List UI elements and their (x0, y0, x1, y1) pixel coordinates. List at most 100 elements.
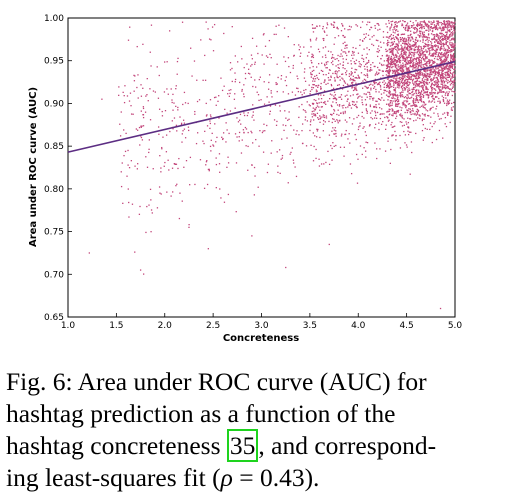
scatter-point (361, 99, 363, 101)
scatter-point (314, 80, 316, 82)
scatter-point (150, 65, 152, 67)
scatter-point (417, 53, 420, 56)
scatter-point (388, 48, 391, 50)
scatter-point (118, 86, 120, 88)
scatter-point (250, 54, 253, 56)
scatter-point (443, 35, 446, 37)
scatter-point (387, 137, 389, 139)
scatter-point (451, 64, 454, 66)
scatter-point (446, 41, 449, 43)
scatter-point (406, 43, 409, 46)
scatter-point (390, 93, 392, 96)
scatter-point (380, 123, 383, 125)
scatter-point (315, 39, 317, 41)
scatter-point (301, 129, 303, 132)
scatter-point (420, 59, 422, 62)
scatter-point (266, 96, 268, 98)
scatter-point (409, 45, 411, 48)
scatter-point (324, 64, 326, 67)
scatter-point (407, 39, 410, 41)
scatter-point (304, 80, 307, 82)
scatter-point (337, 109, 339, 111)
scatter-point (208, 168, 210, 171)
scatter-point (403, 52, 405, 54)
scatter-point (172, 128, 174, 130)
scatter-point (408, 60, 411, 62)
scatter-point (439, 39, 442, 42)
scatter-point (436, 49, 438, 51)
scatter-point (407, 67, 409, 69)
scatter-point (377, 66, 379, 69)
scatter-point (406, 57, 408, 59)
scatter-point (419, 96, 421, 99)
scatter-point (310, 119, 312, 121)
scatter-point (252, 114, 254, 117)
scatter-point (334, 79, 336, 81)
scatter-point (316, 77, 319, 79)
scatter-point (310, 73, 312, 76)
scatter-point (267, 163, 270, 165)
scatter-point (446, 103, 448, 105)
scatter-point (416, 98, 419, 101)
scatter-point (450, 82, 453, 85)
scatter-point (450, 44, 452, 46)
scatter-point (390, 48, 392, 50)
scatter-point (311, 70, 314, 72)
scatter-point (435, 35, 438, 37)
scatter-point (414, 58, 416, 60)
scatter-point (453, 44, 456, 46)
scatter-point (258, 145, 260, 147)
scatter-point (433, 24, 436, 26)
scatter-point (140, 110, 142, 112)
scatter-point (394, 101, 397, 103)
scatter-point (396, 25, 399, 27)
scatter-point (399, 68, 401, 70)
scatter-point (220, 77, 222, 79)
scatter-point (243, 95, 245, 98)
scatter-point (439, 74, 442, 77)
scatter-point (403, 87, 406, 89)
scatter-point (381, 108, 383, 110)
scatter-point (139, 269, 142, 271)
scatter-point (336, 71, 339, 73)
scatter-point (303, 46, 305, 48)
scatter-point (426, 65, 428, 67)
scatter-point (422, 89, 425, 92)
scatter-point (309, 105, 311, 107)
scatter-point (123, 129, 125, 131)
scatter-point (386, 90, 388, 93)
scatter-point (412, 99, 414, 102)
scatter-point (441, 77, 443, 79)
scatter-point (404, 71, 406, 74)
scatter-point (447, 79, 449, 82)
scatter-point (289, 71, 292, 74)
scatter-point (158, 108, 161, 110)
scatter-point (137, 97, 139, 99)
scatter-point (387, 140, 389, 142)
scatter-point (399, 81, 401, 83)
scatter-point (372, 84, 374, 86)
scatter-point (445, 59, 447, 62)
scatter-point (394, 28, 396, 30)
scatter-point (127, 188, 129, 190)
scatter-point (397, 72, 399, 74)
scatter-point (425, 88, 427, 90)
scatter-point (269, 53, 271, 56)
scatter-point (263, 123, 265, 125)
scatter-point (433, 37, 435, 40)
scatter-point (390, 62, 392, 64)
scatter-point (422, 48, 425, 50)
scatter-point (367, 34, 370, 36)
scatter-point (421, 52, 424, 54)
scatter-point (291, 91, 294, 93)
scatter-point (429, 109, 431, 111)
scatter-point (396, 75, 398, 78)
scatter-point (447, 72, 449, 75)
citation-link[interactable]: 35 (226, 429, 259, 462)
scatter-point (319, 115, 321, 117)
scatter-point (399, 147, 402, 149)
scatter-point (436, 92, 439, 95)
scatter-point (426, 57, 428, 59)
scatter-point (312, 54, 314, 56)
scatter-point (415, 20, 417, 22)
